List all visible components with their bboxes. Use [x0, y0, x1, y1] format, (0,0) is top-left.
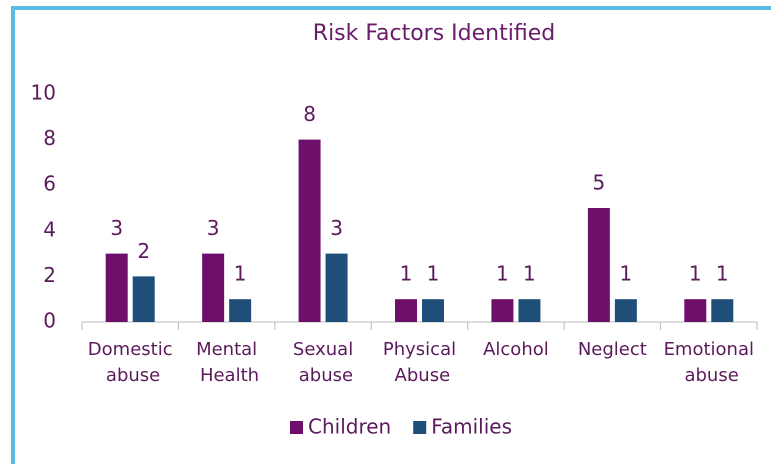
- bar: [105, 253, 128, 322]
- value-label: 3: [110, 216, 123, 240]
- bar: [711, 299, 734, 322]
- bar: [518, 299, 541, 322]
- x-tick-label: Alcohol: [483, 339, 549, 360]
- bar: [202, 253, 225, 322]
- x-tick-label: Mental Health: [194, 339, 259, 386]
- value-label: 1: [427, 262, 440, 286]
- value-label: 1: [689, 262, 702, 286]
- bar: [132, 276, 155, 322]
- y-tick-label: 6: [43, 172, 56, 196]
- frame: [11, 6, 771, 464]
- value-label: 2: [137, 239, 150, 263]
- bar: [422, 299, 444, 322]
- value-label: 1: [234, 262, 247, 286]
- value-label: 1: [496, 262, 509, 286]
- bar: [325, 253, 348, 322]
- x-tick-label: Domestic abuse: [88, 339, 173, 386]
- value-label: 8: [303, 102, 316, 126]
- bar: [229, 299, 252, 322]
- value-label: 3: [207, 216, 220, 240]
- x-tick-label: Emotional abuse: [664, 339, 754, 386]
- x-tick-label: Physical Abuse: [383, 339, 456, 386]
- value-label: 1: [400, 262, 413, 286]
- value-label: 1: [716, 262, 729, 286]
- x-tick-label: Neglect: [578, 339, 647, 360]
- bar: [684, 299, 707, 322]
- y-tick-label: 0: [43, 309, 56, 333]
- value-label: 5: [592, 171, 605, 195]
- legend-swatch: [413, 421, 427, 434]
- legend-label: Families: [431, 415, 512, 439]
- y-tick-label: 10: [31, 81, 56, 105]
- bar: [491, 299, 514, 322]
- legend-label: Children: [308, 415, 391, 439]
- chart-title: Risk Factors Identified: [313, 21, 555, 46]
- bar: [298, 139, 321, 322]
- y-tick-label: 4: [43, 217, 56, 241]
- y-tick-label: 8: [43, 126, 56, 150]
- bar: [395, 299, 417, 322]
- x-tick-label: Sexual abuse: [293, 339, 353, 386]
- value-label: 1: [619, 262, 632, 286]
- legend-swatch: [290, 421, 303, 434]
- value-label: 3: [330, 216, 343, 240]
- bar: [614, 299, 637, 322]
- bar: [587, 208, 610, 322]
- value-label: 1: [523, 262, 536, 286]
- y-tick-label: 2: [43, 263, 56, 287]
